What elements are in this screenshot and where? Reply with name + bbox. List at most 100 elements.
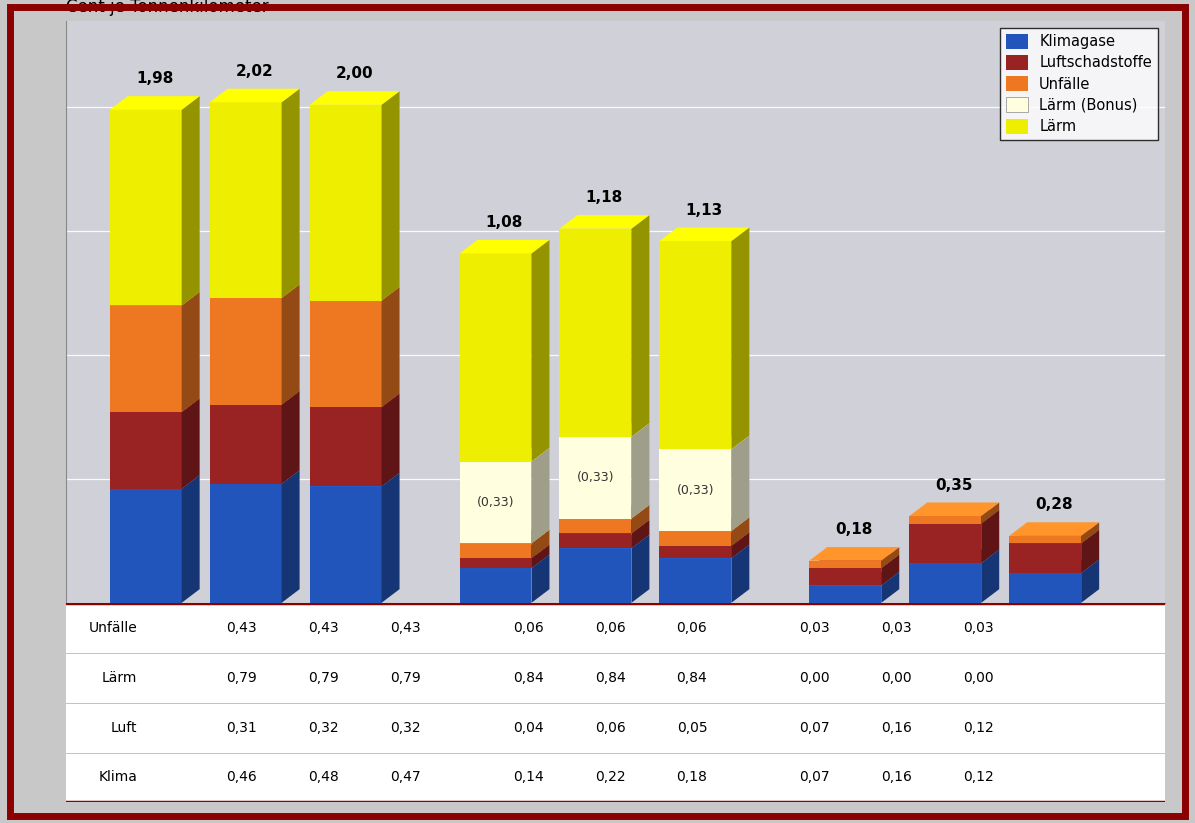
Text: (0,33): (0,33) (577, 472, 614, 484)
Text: 0,32: 0,32 (390, 721, 421, 735)
Polygon shape (381, 91, 399, 300)
Text: 0,06: 0,06 (595, 721, 625, 735)
Polygon shape (209, 285, 300, 298)
Polygon shape (631, 423, 649, 518)
Bar (559, 533, 631, 548)
Polygon shape (660, 532, 749, 546)
Polygon shape (631, 505, 649, 533)
Bar (310, 300, 381, 407)
Bar (209, 298, 282, 405)
Polygon shape (909, 550, 999, 563)
Bar (660, 558, 731, 602)
Text: Min: Min (133, 702, 159, 717)
Bar (1010, 536, 1081, 543)
Polygon shape (110, 398, 200, 412)
Polygon shape (182, 292, 200, 412)
Bar (660, 546, 731, 558)
Polygon shape (731, 518, 749, 546)
Bar (809, 560, 881, 568)
Polygon shape (631, 520, 649, 548)
Text: 0,79: 0,79 (390, 671, 421, 685)
Polygon shape (182, 398, 200, 489)
Text: (0,33): (0,33) (477, 496, 514, 509)
Text: 0,35: 0,35 (936, 477, 973, 492)
Polygon shape (981, 550, 999, 602)
Polygon shape (981, 510, 999, 563)
Text: Mittel: Mittel (675, 702, 716, 717)
Polygon shape (981, 503, 999, 523)
Polygon shape (182, 475, 200, 602)
Polygon shape (631, 535, 649, 602)
Polygon shape (282, 89, 300, 298)
Polygon shape (1010, 523, 1099, 536)
Bar (660, 531, 731, 546)
Bar (460, 462, 532, 543)
Polygon shape (209, 89, 300, 102)
Polygon shape (1010, 560, 1099, 573)
Text: Lärm: Lärm (102, 671, 137, 685)
Text: 1,98: 1,98 (136, 72, 173, 86)
Bar (1010, 573, 1081, 602)
Bar (809, 568, 881, 585)
Bar (110, 109, 182, 305)
Text: 0,43: 0,43 (308, 621, 338, 635)
Polygon shape (532, 448, 550, 543)
Polygon shape (660, 545, 749, 558)
Polygon shape (381, 472, 399, 602)
Text: 0,22: 0,22 (595, 770, 625, 784)
Polygon shape (182, 96, 200, 305)
Polygon shape (460, 530, 550, 543)
Polygon shape (1010, 530, 1099, 543)
Polygon shape (532, 530, 550, 558)
Text: Mittel: Mittel (1024, 702, 1066, 717)
Polygon shape (460, 239, 550, 253)
Polygon shape (310, 287, 399, 300)
Text: 0,43: 0,43 (390, 621, 421, 635)
Text: 0,79: 0,79 (226, 671, 257, 685)
Text: Lastkraftwagen: Lastkraftwagen (172, 655, 319, 673)
Text: 2,02: 2,02 (235, 64, 274, 79)
Polygon shape (809, 572, 900, 585)
Text: Max: Max (231, 702, 261, 717)
Bar (310, 105, 381, 300)
Text: Klima: Klima (98, 770, 137, 784)
Polygon shape (282, 470, 300, 602)
Legend: Klimagase, Luftschadstoffe, Unfälle, Lärm (Bonus), Lärm: Klimagase, Luftschadstoffe, Unfälle, Lär… (1000, 28, 1158, 140)
Bar (559, 437, 631, 518)
Polygon shape (209, 391, 300, 405)
Polygon shape (731, 435, 749, 531)
Text: Min: Min (483, 702, 509, 717)
Polygon shape (460, 555, 550, 568)
Text: 0,48: 0,48 (308, 770, 338, 784)
Text: 0,43: 0,43 (226, 621, 257, 635)
Bar (209, 405, 282, 484)
Polygon shape (282, 391, 300, 484)
Text: 0,84: 0,84 (513, 671, 544, 685)
Bar (310, 407, 381, 486)
Polygon shape (731, 532, 749, 558)
Text: 0,04: 0,04 (513, 721, 544, 735)
Text: Min: Min (832, 702, 858, 717)
Polygon shape (559, 520, 649, 533)
Polygon shape (460, 448, 550, 462)
Bar (460, 558, 532, 568)
Text: Max: Max (930, 702, 961, 717)
Text: 0,00: 0,00 (882, 671, 912, 685)
Polygon shape (1081, 530, 1099, 573)
Bar (460, 543, 532, 558)
Bar (909, 516, 981, 523)
Polygon shape (1081, 560, 1099, 602)
Text: 0,47: 0,47 (390, 770, 421, 784)
Bar (110, 489, 182, 602)
Polygon shape (532, 555, 550, 602)
Text: Luft: Luft (111, 721, 137, 735)
Text: 0,06: 0,06 (595, 621, 625, 635)
Text: 1,13: 1,13 (686, 202, 723, 217)
Text: 0,32: 0,32 (308, 721, 338, 735)
Text: Unfälle: Unfälle (88, 621, 137, 635)
Polygon shape (532, 545, 550, 568)
Polygon shape (809, 555, 900, 568)
Polygon shape (660, 227, 749, 241)
Polygon shape (881, 555, 900, 585)
Polygon shape (559, 423, 649, 437)
